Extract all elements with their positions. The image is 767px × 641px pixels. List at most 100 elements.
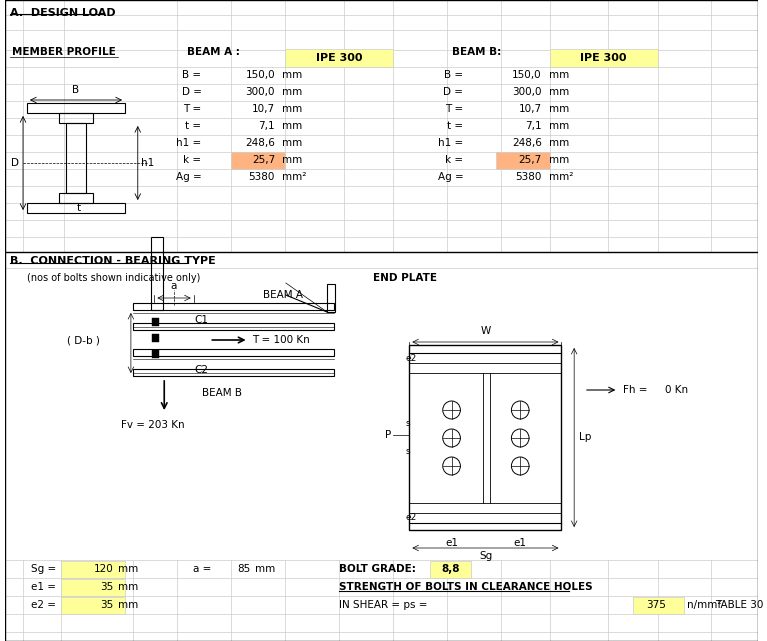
Bar xyxy=(285,49,393,67)
Text: s: s xyxy=(406,419,410,428)
Text: mm²: mm² xyxy=(282,172,306,182)
Text: Ag =: Ag = xyxy=(438,172,463,182)
Text: mm: mm xyxy=(118,564,138,574)
Bar xyxy=(495,152,550,169)
Text: e2: e2 xyxy=(406,353,416,363)
Bar xyxy=(410,345,561,530)
Text: MEMBER PROFILE: MEMBER PROFILE xyxy=(12,47,116,57)
Text: 10,7: 10,7 xyxy=(252,104,275,114)
Text: mm: mm xyxy=(118,582,138,592)
Text: Sg =: Sg = xyxy=(31,564,56,574)
Bar xyxy=(633,597,684,614)
Text: mm: mm xyxy=(548,70,569,80)
Text: BEAM B:: BEAM B: xyxy=(452,47,501,57)
Text: 248,6: 248,6 xyxy=(245,138,275,148)
Text: T = 100 Kn: T = 100 Kn xyxy=(252,335,310,345)
Bar xyxy=(59,113,93,123)
Text: 5380: 5380 xyxy=(249,172,275,182)
Text: 0 Kn: 0 Kn xyxy=(665,385,689,395)
Text: 7,1: 7,1 xyxy=(525,121,542,131)
Text: B =: B = xyxy=(183,70,202,80)
Text: (nos of bolts shown indicative only): (nos of bolts shown indicative only) xyxy=(27,273,200,283)
Text: mm: mm xyxy=(548,155,569,165)
Bar xyxy=(59,193,93,203)
Text: h1 =: h1 = xyxy=(176,138,202,148)
Text: BEAM B: BEAM B xyxy=(202,388,242,398)
Text: a =: a = xyxy=(193,564,212,574)
Text: 7,1: 7,1 xyxy=(258,121,275,131)
Text: 25,7: 25,7 xyxy=(252,155,275,165)
Text: mm: mm xyxy=(548,138,569,148)
Text: 8,8: 8,8 xyxy=(441,564,460,574)
Text: STRENGTH OF BOLTS IN CLEARANCE HOLES: STRENGTH OF BOLTS IN CLEARANCE HOLES xyxy=(339,582,592,592)
Text: IN SHEAR = ps =: IN SHEAR = ps = xyxy=(339,600,427,610)
Text: T =: T = xyxy=(445,104,463,114)
Bar xyxy=(133,323,334,330)
Text: mm²: mm² xyxy=(548,172,573,182)
Bar xyxy=(550,49,657,67)
Text: e2 =: e2 = xyxy=(31,600,56,610)
Bar xyxy=(133,349,334,356)
Text: 35: 35 xyxy=(100,600,114,610)
Text: Sg: Sg xyxy=(479,551,492,561)
Bar xyxy=(153,334,160,342)
Text: mm: mm xyxy=(282,138,302,148)
Text: mm: mm xyxy=(282,155,302,165)
Text: 150,0: 150,0 xyxy=(245,70,275,80)
Text: Fv = 203 Kn: Fv = 203 Kn xyxy=(121,420,185,430)
Text: C2: C2 xyxy=(195,365,209,375)
Text: n/mm²: n/mm² xyxy=(687,600,722,610)
Text: t =: t = xyxy=(186,121,202,131)
Bar xyxy=(27,203,125,213)
Text: mm: mm xyxy=(282,70,302,80)
Text: t: t xyxy=(77,203,81,213)
Text: 25,7: 25,7 xyxy=(518,155,542,165)
Text: IPE 300: IPE 300 xyxy=(581,53,627,63)
Text: Ag =: Ag = xyxy=(176,172,202,182)
Text: B =: B = xyxy=(444,70,463,80)
Text: 375: 375 xyxy=(647,600,667,610)
Text: D =: D = xyxy=(182,87,202,97)
Text: e1 =: e1 = xyxy=(31,582,56,592)
Text: mm: mm xyxy=(548,87,569,97)
Text: Fh =: Fh = xyxy=(624,385,647,395)
Text: e2: e2 xyxy=(406,513,416,522)
Bar xyxy=(27,103,125,113)
Text: mm: mm xyxy=(282,121,302,131)
Text: C1: C1 xyxy=(195,315,209,325)
Text: 300,0: 300,0 xyxy=(245,87,275,97)
Text: mm: mm xyxy=(255,564,275,574)
Text: D: D xyxy=(11,158,19,168)
Bar xyxy=(231,152,285,169)
Text: e1: e1 xyxy=(514,538,527,548)
Bar xyxy=(133,369,334,376)
Text: mm: mm xyxy=(282,87,302,97)
Bar xyxy=(430,561,471,578)
Text: h1 =: h1 = xyxy=(438,138,463,148)
Bar xyxy=(61,597,125,614)
Text: BEAM A :: BEAM A : xyxy=(187,47,239,57)
Bar xyxy=(327,284,335,312)
Text: mm: mm xyxy=(548,121,569,131)
Text: t =: t = xyxy=(447,121,463,131)
Text: k =: k = xyxy=(445,155,463,165)
Text: IPE 300: IPE 300 xyxy=(315,53,362,63)
Text: D =: D = xyxy=(443,87,463,97)
Text: 300,0: 300,0 xyxy=(512,87,542,97)
Text: END PLATE: END PLATE xyxy=(373,273,437,283)
Bar xyxy=(153,350,160,358)
Bar xyxy=(153,318,160,326)
Text: k =: k = xyxy=(183,155,202,165)
Text: 10,7: 10,7 xyxy=(518,104,542,114)
Text: ( D-b ): ( D-b ) xyxy=(67,335,100,345)
Text: h1: h1 xyxy=(140,158,154,168)
Text: mm: mm xyxy=(282,104,302,114)
Text: W: W xyxy=(481,326,491,336)
Text: Lp: Lp xyxy=(579,432,591,442)
Bar xyxy=(150,237,163,310)
Text: mm: mm xyxy=(548,104,569,114)
Text: 5380: 5380 xyxy=(515,172,542,182)
Text: mm: mm xyxy=(118,600,138,610)
Text: s: s xyxy=(406,447,410,456)
Text: TABLE 30: TABLE 30 xyxy=(715,600,763,610)
